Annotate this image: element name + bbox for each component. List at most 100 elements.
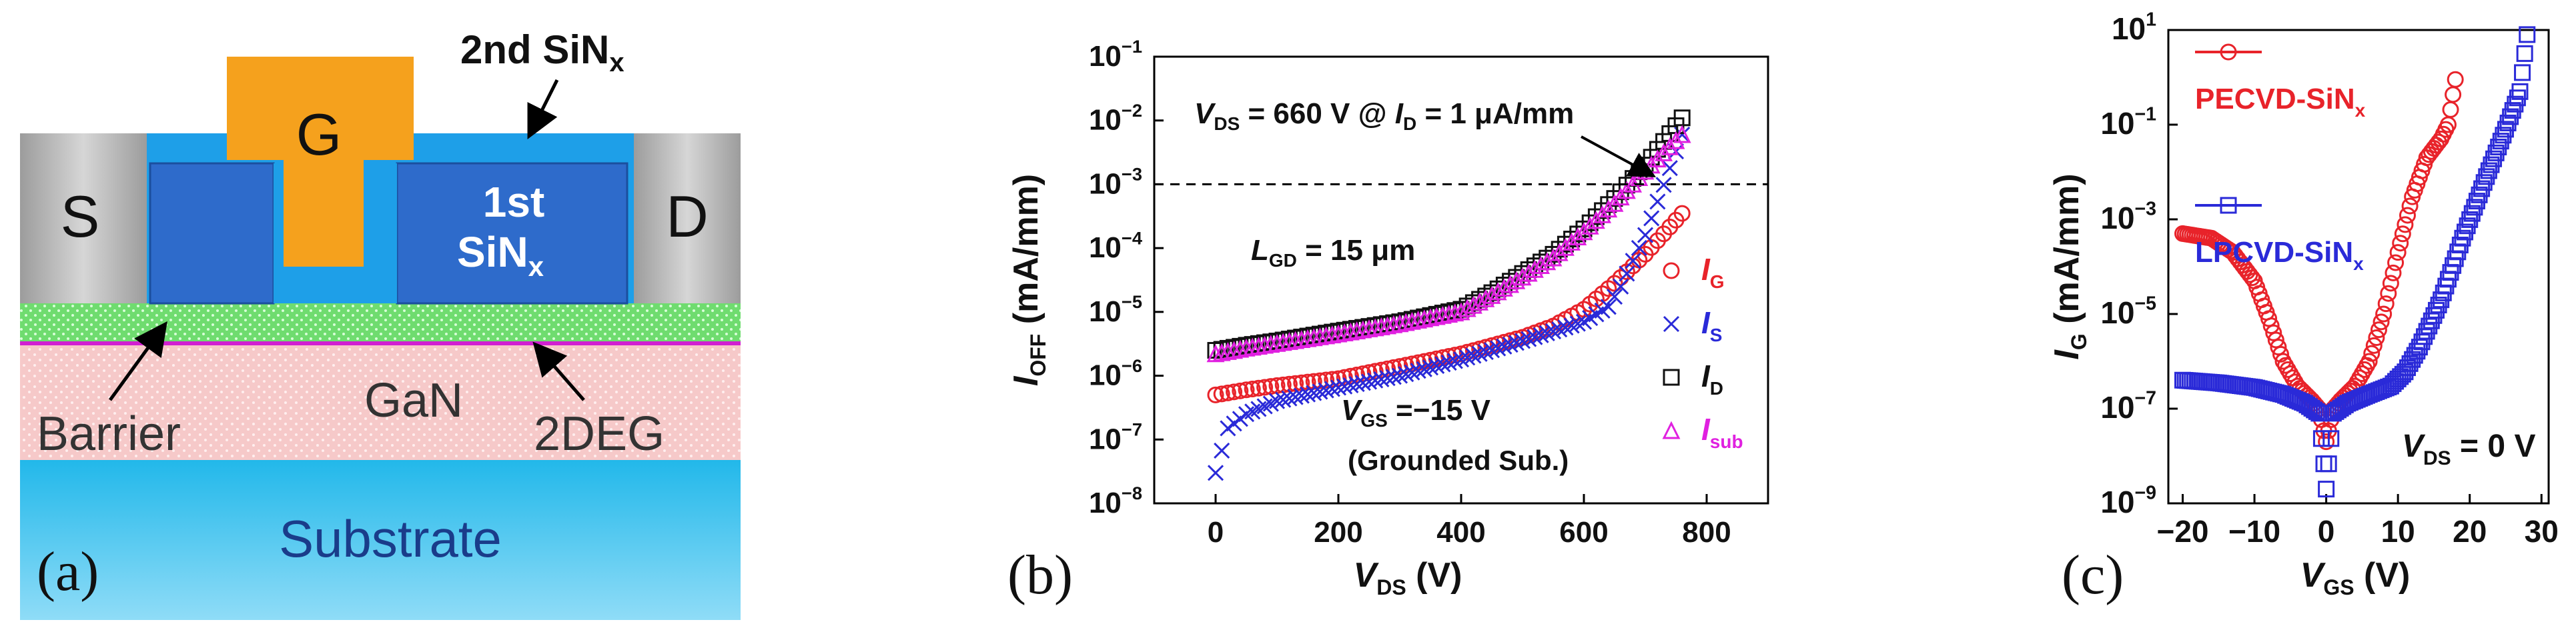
data-point [1348,366,1366,383]
data-point [2399,207,2416,224]
data-point [1514,333,1531,349]
data-point [1673,205,1691,222]
data-point [1336,369,1353,386]
data-point [1390,314,1409,333]
data-point [1404,364,1420,381]
data-point [1539,325,1555,342]
data-point [1606,275,1623,292]
data-point [2413,333,2431,351]
y-tick-label: 10−2 [1089,100,1142,137]
data-point [1488,282,1507,301]
data-point [1335,323,1354,342]
data-point [1631,239,1647,256]
x-tick-label: 30 [2525,514,2559,549]
data-point [2360,353,2378,370]
data-point [2377,295,2395,313]
data-point [2497,121,2514,138]
legend-entry: IS [1701,305,1722,345]
data-point [1354,365,1372,383]
y-tick-label: 10−3 [2100,198,2156,235]
data-point [1569,315,1586,332]
data-point [1587,211,1605,229]
data-point [2265,324,2282,341]
data-point [1293,387,1310,404]
data-point [2368,329,2385,346]
data-point [1360,319,1378,337]
data-point [1330,370,1347,387]
data-point [2430,297,2447,314]
data-point [2511,83,2529,100]
data-point [2423,312,2440,329]
data-point [2459,217,2476,235]
substrate-layer [20,460,741,620]
data-point [1379,360,1396,377]
y-tick-label: 10−5 [1089,291,1142,328]
device-schematic: G S D 1st SiNx 2nd SiNx Barrier GaN 2DEG… [0,0,774,638]
data-point [2375,305,2393,323]
data-point [1575,222,1593,241]
data-point [2392,235,2409,252]
data-point [1299,386,1316,403]
legend-marker [1663,315,1680,333]
first-sin-line2: SiNx [457,228,544,282]
data-point [2487,144,2505,161]
chart-b-vgs-annotation: VGS =−15 V [1341,394,1491,431]
data-point [1268,393,1286,409]
x-tick-label: −10 [2228,514,2280,549]
data-point [2382,275,2399,292]
data-point [2416,328,2433,345]
data-point [1655,177,1672,193]
data-point [1434,356,1451,373]
chart-b: 0 200 400 600 800 10−8 10−7 10−6 10−5 10−4 10−3 10−… [947,0,1835,638]
data-point [1606,288,1623,305]
data-point [1452,351,1470,368]
chart-b-vds-arrow [1581,135,1657,177]
gan-label: GaN [364,374,463,427]
barrier-layer [20,303,741,341]
data-point [1275,391,1292,408]
data-point [1612,269,1629,286]
data-point [1384,315,1403,333]
data-point [1213,385,1230,403]
data-point [2306,401,2323,419]
data-point [1218,342,1237,360]
drain-contact [634,133,741,303]
data-point [1207,386,1224,403]
data-point [1482,286,1501,304]
data-point [2428,301,2445,319]
chart-b-vds-annotation: VDS = 660 V @ ID = 1 μA/mm [1194,97,1574,134]
chart-b-ylabel: IOFF (mA/mm) [1007,174,1050,386]
data-point [1354,320,1372,339]
data-point [1391,367,1408,384]
data-point [1318,371,1335,389]
legend-entry: ID [1701,359,1723,399]
data-point [1563,317,1580,334]
data-point [2394,225,2411,243]
data-point [2483,156,2500,173]
data-point [1507,271,1526,289]
data-point [2397,216,2414,233]
chart-b-xlabel: VDS (V) [1354,556,1462,599]
data-point [2365,337,2383,354]
drain-label: D [666,183,709,249]
x-tick-label: 10 [2381,514,2415,549]
data-point [2475,174,2493,191]
data-point [1452,302,1470,321]
data-point [1256,398,1273,415]
data-point [2385,264,2402,281]
y-tick-label: 10−1 [1089,36,1142,73]
chart-b-grounded-annotation: (Grounded Sub.) [1348,445,1569,476]
y-tick-label: 10−1 [2100,103,2156,141]
data-point [1415,309,1434,328]
data-point [1483,342,1500,359]
data-point [1625,253,1641,269]
data-point [2318,433,2335,451]
data-point [2308,403,2325,420]
data-point [1324,381,1340,397]
data-point [1446,353,1463,369]
data-point [1410,363,1426,379]
data-point [2318,481,2335,498]
data-point [1341,322,1360,341]
data-point [2363,345,2381,362]
data-point [2463,205,2481,222]
